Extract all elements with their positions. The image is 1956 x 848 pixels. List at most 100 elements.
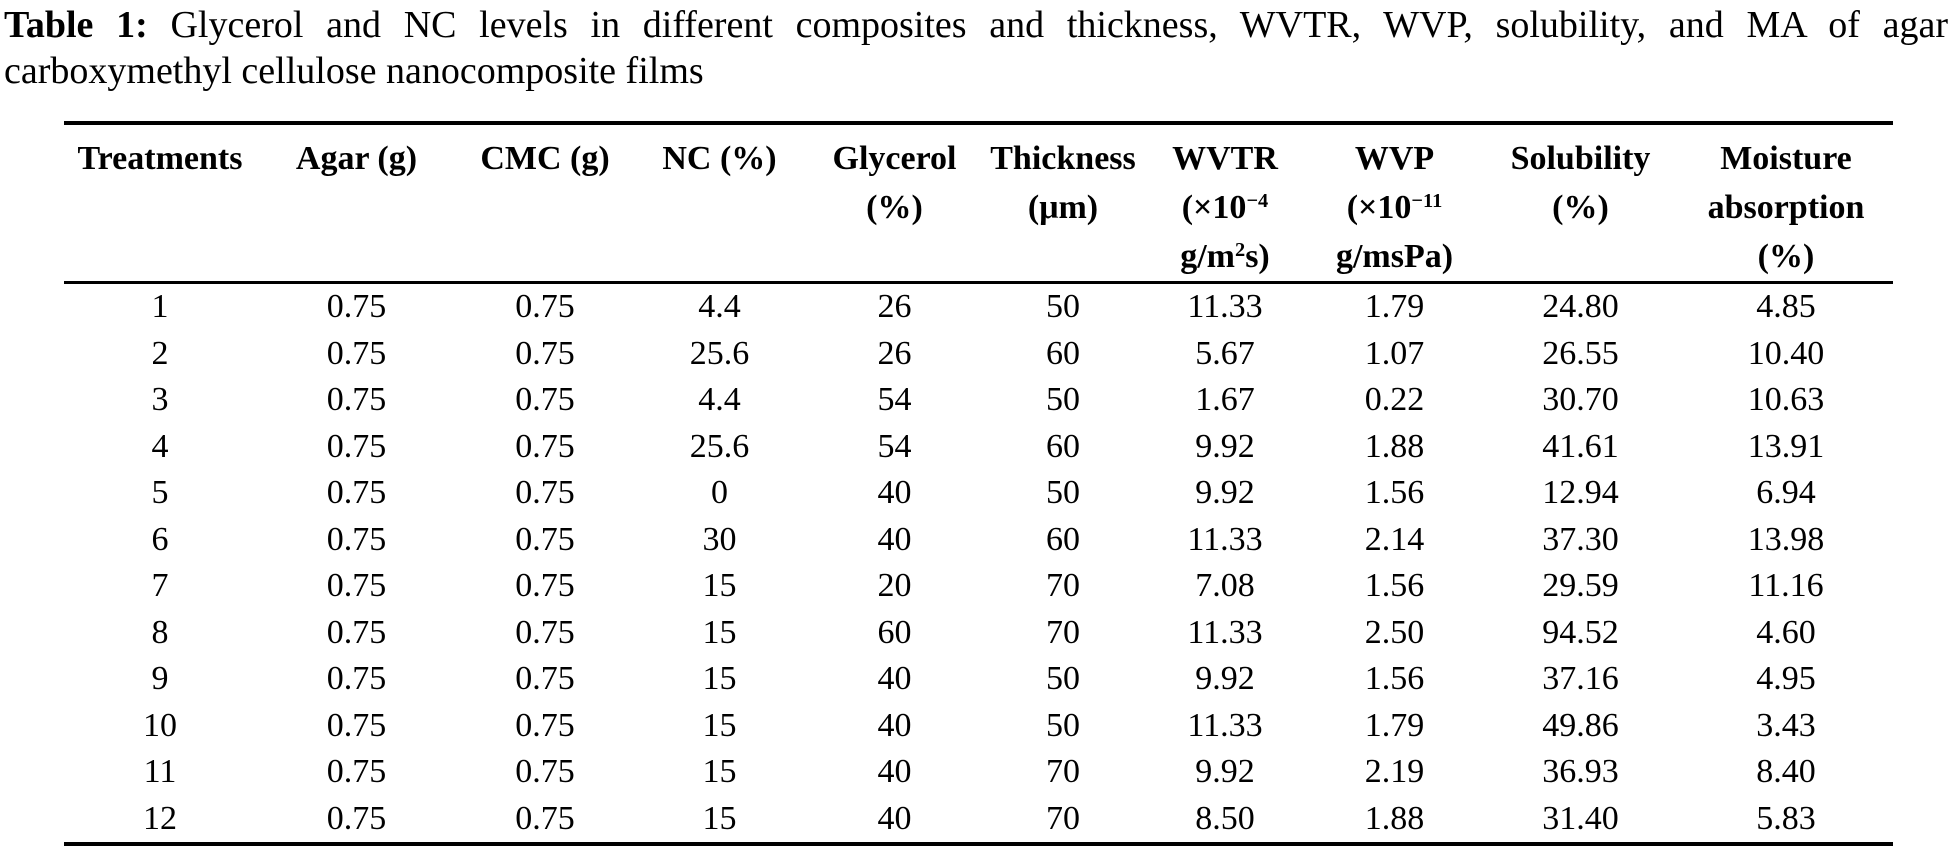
col-header-wvp-unit-factor: (×10−11 [1346,189,1443,226]
table-row: 12 0.75 0.75 15 40 70 8.50 1.88 31.40 5.… [64,796,1893,845]
cell-glycerol: 26 [877,334,912,372]
cell-wvp: 1.88 [1364,799,1425,837]
cell-cmc: 0.75 [515,474,575,511]
table-caption-label: Table 1: [4,4,148,46]
cell-moisture: 10.63 [1747,381,1825,418]
cell-moisture: 4.85 [1756,288,1816,325]
cell-solubility: 94.52 [1542,613,1619,651]
col-header-moisture-unit: (%) [1757,238,1815,275]
cell-glycerol: 60 [877,613,912,651]
cell-nc: 15 [702,660,737,697]
cell-wvp: 1.56 [1364,567,1425,604]
cell-solubility: 41.61 [1542,427,1619,465]
cell-nc: 30 [702,520,737,558]
col-header-agar: Agar (g) [256,123,457,284]
cell-cmc: 0.75 [515,613,575,651]
col-header-wvtr-unit-factor: (×10−4 [1181,189,1269,226]
col-header-glycerol-name: Glycerol [832,140,957,177]
col-header-thickness-unit: (μm) [1027,189,1099,226]
cell-nc: 25.6 [689,427,750,465]
cell-nc: 15 [702,567,737,604]
cell-nc: 15 [702,799,737,837]
cell-treatment: 2 [151,334,169,372]
col-header-moisture-name1: Moisture [1720,140,1852,177]
cell-wvtr: 1.67 [1195,381,1255,418]
cell-thickness: 50 [1046,660,1080,697]
cell-nc: 4.4 [698,288,741,325]
col-header-cmc-label: CMC (g) [480,140,610,177]
table-caption: Table 1: Glycerol and NC levels in diffe… [4,2,1948,94]
col-header-thickness: Thickness (μm) [983,123,1143,284]
cell-agar: 0.75 [326,706,387,744]
cell-treatment: 8 [151,613,169,651]
cell-moisture: 8.40 [1756,753,1816,790]
table-row: 3 0.75 0.75 4.4 54 50 1.67 0.22 30.70 10… [64,377,1893,424]
cell-thickness: 70 [1046,613,1080,651]
cell-wvtr: 9.92 [1195,474,1255,511]
cell-solubility: 36.93 [1542,753,1619,790]
table-row: 7 0.75 0.75 15 20 70 7.08 1.56 29.59 11.… [64,563,1893,610]
cell-glycerol: 20 [877,567,912,604]
cell-thickness: 60 [1046,427,1080,465]
cell-glycerol: 40 [877,706,912,744]
cell-wvtr: 9.92 [1195,753,1255,790]
cell-wvtr: 9.92 [1195,660,1255,697]
cell-treatment: 9 [151,660,169,697]
table-row: 1 0.75 0.75 4.4 26 50 11.33 1.79 24.80 4… [64,283,1893,331]
cell-solubility: 31.40 [1542,799,1619,837]
cell-moisture: 4.60 [1756,613,1816,651]
cell-nc: 15 [702,706,737,744]
col-header-wvp: WVP (×10−11 g/msPa) [1307,123,1482,284]
cell-thickness: 50 [1046,474,1080,511]
cell-agar: 0.75 [326,799,387,837]
cell-treatment: 10 [143,706,177,744]
col-header-wvp-unit: g/msPa) [1335,238,1454,275]
table-row: 10 0.75 0.75 15 40 50 11.33 1.79 49.86 3… [64,703,1893,750]
cell-agar: 0.75 [326,381,387,418]
wvp-exponent: −11 [1411,189,1443,212]
cell-cmc: 0.75 [515,660,575,697]
cell-solubility: 37.16 [1542,660,1619,697]
cell-nc: 25.6 [689,334,750,372]
cell-wvp: 1.88 [1364,427,1425,465]
cell-wvp: 0.22 [1364,381,1425,418]
cell-wvp: 1.07 [1364,334,1425,372]
cell-solubility: 26.55 [1542,334,1619,372]
cell-treatment: 5 [151,474,169,511]
cell-cmc: 0.75 [515,427,575,465]
col-header-treatments-label: Treatments [77,140,243,177]
table-row: 5 0.75 0.75 0 40 50 9.92 1.56 12.94 6.94 [64,470,1893,517]
col-header-wvtr-unit: g/m2s) [1180,238,1270,275]
cell-wvp: 2.19 [1364,753,1425,790]
table-row: 8 0.75 0.75 15 60 70 11.33 2.50 94.52 4.… [64,610,1893,657]
col-header-nc: NC (%) [633,123,806,284]
cell-nc: 4.4 [698,381,741,418]
cell-cmc: 0.75 [515,334,575,372]
table-row: 11 0.75 0.75 15 40 70 9.92 2.19 36.93 8.… [64,749,1893,796]
cell-wvp: 1.79 [1364,706,1425,744]
cell-treatment: 7 [151,567,169,604]
cell-treatment: 11 [143,753,177,790]
cell-moisture: 5.83 [1756,799,1816,837]
cell-moisture: 4.95 [1756,660,1816,697]
cell-solubility: 37.30 [1542,520,1619,558]
cell-moisture: 11.16 [1748,567,1824,604]
cell-glycerol: 40 [877,520,912,558]
cell-glycerol: 40 [877,799,912,837]
cell-thickness: 70 [1046,567,1080,604]
cell-nc: 15 [702,613,737,651]
col-header-moisture: Moisture absorption (%) [1679,123,1893,284]
cell-solubility: 24.80 [1542,288,1619,325]
cell-wvtr: 11.33 [1187,288,1263,325]
table-row: 4 0.75 0.75 25.6 54 60 9.92 1.88 41.61 1… [64,424,1893,471]
cell-wvtr: 5.67 [1195,334,1255,372]
cell-treatment: 3 [151,381,169,418]
cell-wvp: 1.56 [1364,474,1425,511]
cell-glycerol: 54 [877,427,912,465]
cell-treatment: 12 [143,799,177,837]
col-header-solubility-unit: (%) [1552,189,1609,226]
col-header-solubility: Solubility (%) [1482,123,1679,284]
cell-moisture: 10.40 [1747,334,1825,372]
col-header-nc-label: NC (%) [662,140,777,177]
cell-agar: 0.75 [326,288,387,325]
